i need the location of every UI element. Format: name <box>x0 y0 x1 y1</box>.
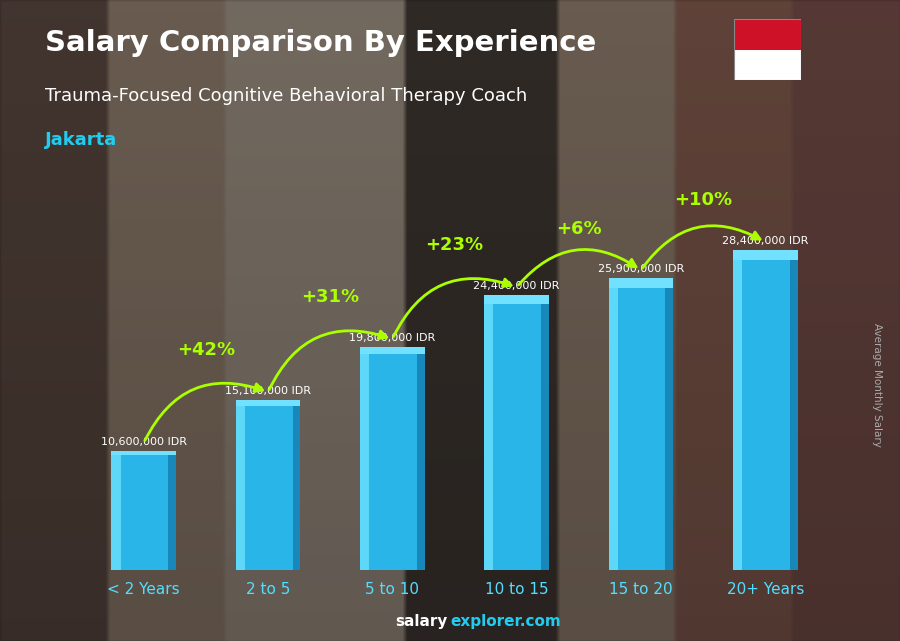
Text: +31%: +31% <box>302 288 359 306</box>
Bar <box>790 250 797 570</box>
Bar <box>733 250 797 260</box>
Bar <box>236 400 301 406</box>
Bar <box>360 347 425 570</box>
Bar <box>112 451 121 570</box>
Bar <box>292 400 301 570</box>
Bar <box>734 19 801 50</box>
Bar <box>608 278 617 570</box>
Bar <box>734 50 801 80</box>
Text: +6%: +6% <box>556 219 601 238</box>
Text: +10%: +10% <box>674 191 732 210</box>
Bar <box>236 400 245 570</box>
Text: 15,100,000 IDR: 15,100,000 IDR <box>225 387 311 396</box>
Bar <box>665 278 673 570</box>
Bar <box>417 347 425 570</box>
Text: Average Monthly Salary: Average Monthly Salary <box>872 322 883 447</box>
Bar <box>112 451 176 570</box>
Text: explorer.com: explorer.com <box>450 615 561 629</box>
Bar <box>484 295 549 304</box>
Bar <box>112 451 176 454</box>
Text: 10,600,000 IDR: 10,600,000 IDR <box>101 437 187 447</box>
Text: 19,800,000 IDR: 19,800,000 IDR <box>349 333 436 343</box>
Bar <box>541 295 549 570</box>
Bar <box>360 347 425 354</box>
Text: +23%: +23% <box>426 237 483 254</box>
Text: 28,400,000 IDR: 28,400,000 IDR <box>722 236 808 246</box>
Text: Trauma-Focused Cognitive Behavioral Therapy Coach: Trauma-Focused Cognitive Behavioral Ther… <box>45 87 527 104</box>
Text: 24,400,000 IDR: 24,400,000 IDR <box>473 281 560 291</box>
Bar <box>236 400 301 570</box>
Bar <box>484 295 493 570</box>
Bar <box>484 295 549 570</box>
Bar <box>733 250 797 570</box>
Text: 25,900,000 IDR: 25,900,000 IDR <box>598 264 684 274</box>
Bar <box>168 451 176 570</box>
Bar <box>608 278 673 570</box>
Text: Salary Comparison By Experience: Salary Comparison By Experience <box>45 29 596 57</box>
Text: salary: salary <box>395 615 447 629</box>
Bar <box>608 278 673 288</box>
Bar <box>733 250 742 570</box>
Text: Jakarta: Jakarta <box>45 131 117 149</box>
Bar <box>360 347 369 570</box>
Text: +42%: +42% <box>177 342 235 360</box>
